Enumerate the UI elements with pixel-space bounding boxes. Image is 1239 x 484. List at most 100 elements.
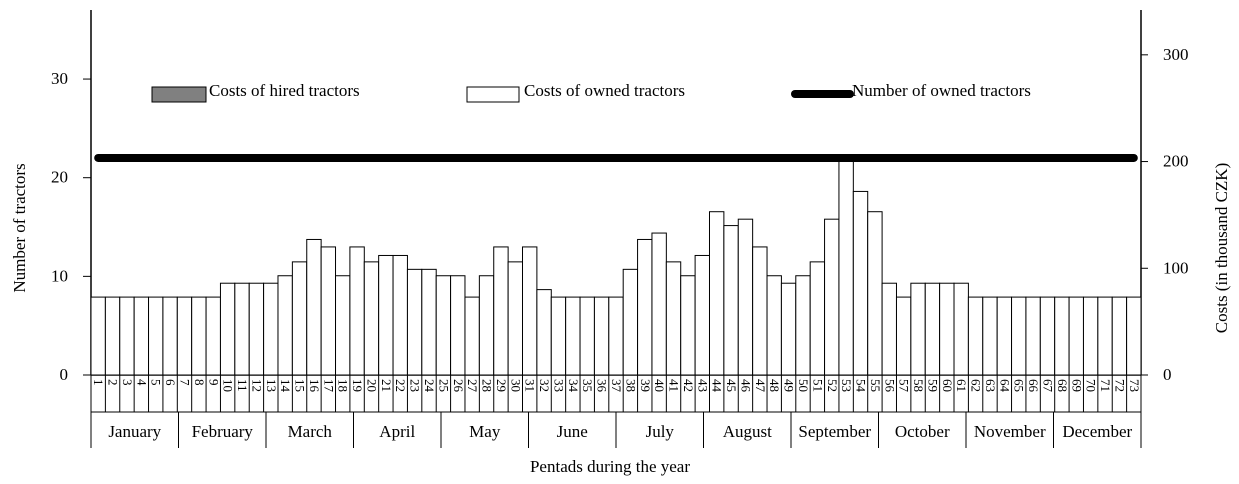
bar bbox=[248, 282, 265, 376]
bar bbox=[392, 254, 408, 376]
x-tick-label: 34 bbox=[566, 379, 581, 393]
x-tick-label: 23 bbox=[408, 379, 423, 392]
legend-swatch bbox=[466, 86, 520, 103]
bar bbox=[780, 282, 797, 376]
x-tick-label: 32 bbox=[537, 379, 552, 392]
bar bbox=[953, 282, 969, 376]
x-tick-label: 21 bbox=[379, 379, 394, 392]
bar bbox=[838, 159, 854, 376]
month-label: August bbox=[723, 422, 772, 441]
bar bbox=[1025, 296, 1041, 376]
x-tick-label: 55 bbox=[868, 379, 883, 392]
y-tick-label: 10 bbox=[51, 266, 68, 285]
bar bbox=[104, 296, 121, 376]
bar bbox=[349, 246, 365, 376]
bar bbox=[205, 296, 221, 376]
x-tick-label: 69 bbox=[1069, 379, 1084, 392]
month-label: May bbox=[469, 422, 501, 441]
month-label: December bbox=[1062, 422, 1132, 441]
bar bbox=[1011, 296, 1027, 376]
x-tick-label: 35 bbox=[580, 379, 595, 392]
bar bbox=[1068, 296, 1084, 376]
y-tick-label: 30 bbox=[51, 69, 68, 88]
x-tick-label: 48 bbox=[767, 379, 782, 392]
bar bbox=[176, 296, 193, 376]
bar bbox=[277, 275, 293, 376]
bar bbox=[752, 246, 768, 376]
bar bbox=[651, 232, 667, 376]
x-tick-label: 52 bbox=[825, 379, 840, 392]
x-tick-label: 47 bbox=[753, 379, 768, 393]
bar bbox=[867, 211, 883, 376]
x-tick-label: 64 bbox=[997, 379, 1012, 393]
bar bbox=[378, 254, 394, 376]
bar bbox=[967, 296, 984, 376]
x-tick-label: 53 bbox=[839, 379, 854, 392]
bar bbox=[162, 296, 178, 376]
bar bbox=[234, 282, 250, 376]
y-axis-label: Number of tractors bbox=[10, 163, 29, 292]
month-label: November bbox=[974, 422, 1046, 441]
x-tick-label: 24 bbox=[422, 379, 437, 393]
y2-tick-label: 200 bbox=[1163, 152, 1189, 171]
x-tick-label: 58 bbox=[911, 379, 926, 392]
bar bbox=[550, 296, 567, 376]
x-tick-label: 38 bbox=[623, 379, 638, 392]
x-tick-label: 6 bbox=[163, 379, 178, 386]
bar bbox=[939, 282, 955, 376]
x-tick-label: 63 bbox=[983, 379, 998, 392]
bar bbox=[1082, 296, 1099, 376]
x-tick-label: 31 bbox=[523, 379, 538, 392]
bar bbox=[924, 282, 941, 376]
y2-tick-label: 0 bbox=[1163, 365, 1172, 384]
month-label: October bbox=[895, 422, 950, 441]
bar bbox=[1039, 296, 1056, 376]
month-label: September bbox=[798, 422, 871, 441]
x-tick-label: 22 bbox=[393, 379, 408, 392]
y2-tick-label: 100 bbox=[1163, 258, 1189, 277]
month-label: April bbox=[379, 422, 415, 441]
bar bbox=[507, 261, 524, 376]
month-label: February bbox=[192, 422, 254, 441]
x-tick-label: 30 bbox=[508, 379, 523, 392]
x-tick-label: 4 bbox=[134, 379, 149, 386]
bar bbox=[119, 296, 135, 376]
bar bbox=[363, 261, 380, 376]
bar bbox=[421, 268, 437, 376]
x-tick-label: 37 bbox=[609, 379, 624, 393]
bar bbox=[579, 296, 595, 376]
x-tick-label: 1 bbox=[91, 379, 106, 386]
x-tick-label: 67 bbox=[1041, 379, 1056, 393]
x-tick-label: 17 bbox=[321, 379, 336, 393]
bar bbox=[406, 268, 423, 376]
x-tick-label: 8 bbox=[192, 379, 207, 386]
bar bbox=[680, 275, 696, 376]
x-tick-label: 40 bbox=[652, 379, 667, 392]
x-tick-label: 71 bbox=[1098, 379, 1113, 392]
bar bbox=[637, 238, 653, 376]
x-tick-label: 61 bbox=[954, 379, 969, 392]
bar bbox=[766, 275, 782, 376]
y2-tick-label: 300 bbox=[1163, 45, 1189, 64]
bar bbox=[263, 282, 279, 376]
legend-label: Costs of owned tractors bbox=[524, 81, 685, 100]
bar bbox=[996, 296, 1013, 376]
bar bbox=[536, 289, 552, 376]
x-tick-label: 45 bbox=[724, 379, 739, 392]
legend-label: Number of owned tractors bbox=[852, 81, 1031, 100]
bar bbox=[608, 296, 624, 376]
x-tick-label: 20 bbox=[364, 379, 379, 392]
x-axis-label: Pentads during the year bbox=[530, 457, 690, 476]
bar bbox=[522, 246, 538, 376]
x-tick-label: 72 bbox=[1112, 379, 1127, 392]
x-tick-label: 46 bbox=[738, 379, 753, 393]
bar bbox=[809, 261, 826, 376]
bar bbox=[665, 261, 682, 376]
x-tick-label: 3 bbox=[120, 379, 135, 386]
bar bbox=[435, 275, 452, 376]
bar bbox=[148, 296, 164, 376]
x-tick-label: 50 bbox=[796, 379, 811, 392]
x-tick-label: 62 bbox=[969, 379, 984, 392]
bar bbox=[493, 246, 509, 376]
bar bbox=[291, 261, 308, 376]
